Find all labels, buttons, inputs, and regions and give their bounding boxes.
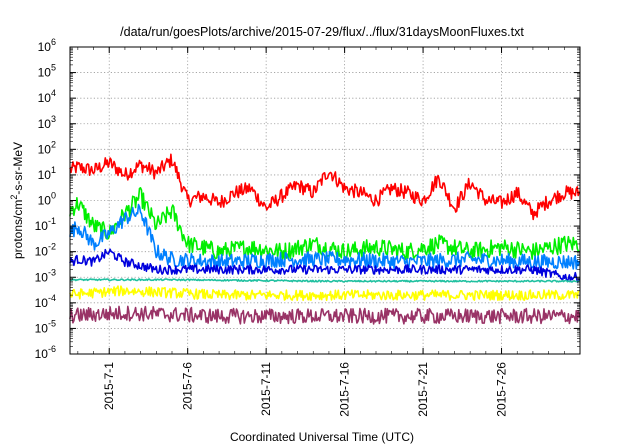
series-group: [69, 153, 580, 325]
y-tick-label: 100: [38, 191, 56, 208]
y-axis-label: protons/cm2-s-sr-MeV: [9, 142, 25, 259]
y-tick-label: 101: [38, 165, 56, 182]
x-axis-ticks: 2015-7-1 2015-7-6 2015-7-11 2015-7-16 2015-7…: [77, 47, 565, 417]
y-tick-label: 10-1: [35, 216, 56, 233]
series-line-0: [69, 153, 580, 221]
x-tick-label: 2015-7-11: [259, 362, 273, 416]
y-tick-label: 106: [38, 37, 56, 54]
y-tick-label: 102: [38, 139, 56, 156]
y-tick-label: 10-6: [35, 344, 56, 361]
series-line-6: [69, 305, 580, 325]
y-tick-label: 10-5: [35, 318, 56, 335]
x-tick-label: 2015-7-26: [495, 362, 509, 417]
y-axis-ticks: 10-6 10-5 10-4 10-3 10-2 10-1 100 101 102 103 104 1…: [35, 37, 580, 361]
chart-title: /data/run/goesPlots/archive/2015-07-29/f…: [120, 25, 524, 39]
y-tick-label: 104: [38, 88, 56, 105]
series-line-3: [69, 248, 580, 283]
x-tick-label: 2015-7-21: [416, 362, 430, 417]
y-tick-label: 103: [38, 114, 56, 131]
series-line-1: [69, 187, 580, 261]
y-tick-label: 105: [38, 63, 56, 80]
y-tick-label: 10-4: [35, 293, 56, 310]
x-axis-label: Coordinated Universal Time (UTC): [230, 430, 414, 444]
y-tick-label: 10-3: [35, 267, 56, 284]
series-line-5: [69, 285, 580, 301]
series-line-2: [69, 203, 580, 271]
grid: [70, 47, 580, 354]
x-tick-label: 2015-7-6: [181, 362, 195, 410]
x-tick-label: 2015-7-1: [102, 362, 116, 410]
x-tick-label: 2015-7-16: [338, 362, 352, 417]
series-line-4: [69, 278, 580, 283]
y-tick-label: 10-2: [35, 242, 56, 259]
